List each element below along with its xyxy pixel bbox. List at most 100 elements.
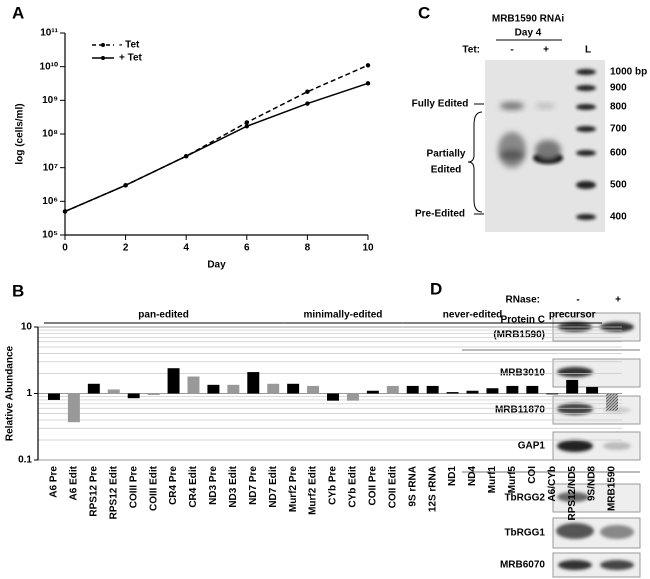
annotation: Fully Edited	[412, 99, 469, 110]
bar	[167, 368, 180, 394]
bar	[107, 389, 120, 394]
x-tick-label: Murf2 Edit	[308, 465, 319, 515]
lane-label: +	[543, 45, 549, 56]
blot-label: MRB11870	[495, 405, 545, 416]
lane-label: L	[585, 45, 591, 56]
x-tick-label: ND1	[447, 466, 458, 486]
x-tick-label: A6/CYb	[547, 466, 558, 502]
bar	[366, 390, 379, 394]
gel-title: MRB1590 RNAi	[492, 14, 564, 25]
x-tick-label: 6	[244, 243, 250, 254]
ladder-label: 1000 bp	[610, 67, 647, 78]
x-tick-label: ND4	[467, 466, 478, 486]
x-tick-label: 9S/ND8	[587, 466, 598, 501]
point	[184, 153, 189, 159]
y-tick-label: 10¹¹	[40, 28, 58, 39]
panel-letter: C	[418, 3, 430, 22]
bar	[127, 393, 140, 399]
bar	[346, 393, 359, 401]
x-tick-label: ND3 Pre	[208, 466, 219, 505]
bar	[526, 385, 539, 394]
lane-label: -	[510, 45, 513, 56]
ladder-label: 600	[610, 148, 627, 159]
bar	[406, 385, 419, 394]
x-tick-label: RPS12 Edit	[108, 465, 119, 519]
legend-marker	[101, 43, 105, 47]
bar	[546, 393, 559, 395]
y-tick-label: 1	[26, 388, 32, 399]
bar	[247, 372, 260, 394]
bar	[327, 393, 339, 401]
x-tick-label: 8	[305, 243, 311, 254]
group-label: minimally-edited	[304, 310, 383, 321]
x-tick-label: COIII Edit	[148, 465, 159, 511]
point	[62, 209, 68, 214]
x-tick-label: Murf2 Pre	[288, 466, 299, 513]
row-label: Tet:	[462, 45, 480, 56]
blot-label: MRB6070	[500, 560, 545, 571]
gel-subtitle: Day 4	[515, 28, 542, 39]
bar	[386, 385, 399, 394]
y-tick-label: 10	[21, 322, 33, 333]
bar	[287, 383, 300, 394]
x-tick-label: COII Pre	[368, 466, 379, 506]
point	[244, 124, 249, 129]
x-tick-label: COII Edit	[387, 465, 398, 508]
bar	[187, 376, 200, 394]
y-axis-label: Relative Abundance	[5, 345, 16, 441]
x-tick-label: MRB1590	[607, 466, 618, 511]
blot-label: TbRGG2	[504, 493, 545, 504]
bar	[606, 393, 619, 411]
legend-label: - Tet	[119, 40, 140, 51]
bar	[147, 393, 160, 395]
group-label: pan-edited	[138, 310, 189, 321]
ladder-label: 500	[610, 180, 627, 191]
annotation: Pre-Edited	[415, 209, 465, 220]
blot-label: TbRGG1	[504, 528, 545, 539]
point	[365, 81, 371, 86]
x-tick-label: COIII Pre	[128, 466, 139, 509]
bar	[227, 384, 240, 394]
annotation: Partially	[427, 149, 466, 160]
y-tick-label: 10¹⁰	[40, 61, 58, 72]
ladder-label: 800	[610, 102, 627, 113]
legend-label: + Tet	[119, 53, 143, 64]
x-tick-label: CR4 Pre	[168, 466, 179, 505]
x-tick-label: A6 Pre	[49, 466, 60, 498]
x-tick-label: Murf5	[507, 466, 518, 494]
blot-label: Protein C	[501, 315, 545, 326]
bar	[307, 385, 320, 394]
x-tick-label: CYb Pre	[328, 466, 339, 505]
group-label: never-edited	[443, 310, 502, 321]
bar	[446, 392, 459, 394]
bar	[47, 393, 60, 400]
bar	[466, 390, 479, 394]
group-label: precursor	[549, 310, 596, 321]
x-tick-label: A6 Edit	[69, 465, 80, 500]
annotation: Edited	[431, 165, 462, 176]
x-tick-label: CR4 Edit	[188, 465, 199, 507]
y-tick-label: 10⁹	[42, 95, 58, 106]
series-line	[64, 64, 369, 213]
x-tick-label: RPS12 Pre	[88, 466, 99, 517]
x-tick-label: ND7 Edit	[268, 465, 279, 507]
ladder-label: 400	[610, 212, 627, 223]
x-tick-label: 0	[62, 243, 68, 254]
x-tick-label: 10	[362, 243, 374, 254]
series-line	[64, 82, 369, 213]
x-axis-label: Day	[207, 260, 226, 271]
x-tick-label: RPS12/ND5	[567, 466, 578, 521]
y-axis-label: log (cells/ml)	[15, 103, 26, 164]
bar	[87, 383, 100, 394]
x-tick-label: COI	[527, 466, 538, 484]
ladder-label: 900	[610, 83, 627, 94]
y-tick-label: 10⁵	[42, 230, 58, 241]
bar	[426, 385, 439, 394]
row-label: RNase:	[506, 295, 540, 306]
x-tick-label: CYb Edit	[348, 465, 359, 507]
x-tick-label: 2	[123, 243, 129, 254]
axes	[64, 33, 368, 236]
lane-label: -	[576, 295, 579, 306]
bar	[486, 388, 499, 394]
y-tick-label: 10⁸	[42, 129, 58, 140]
